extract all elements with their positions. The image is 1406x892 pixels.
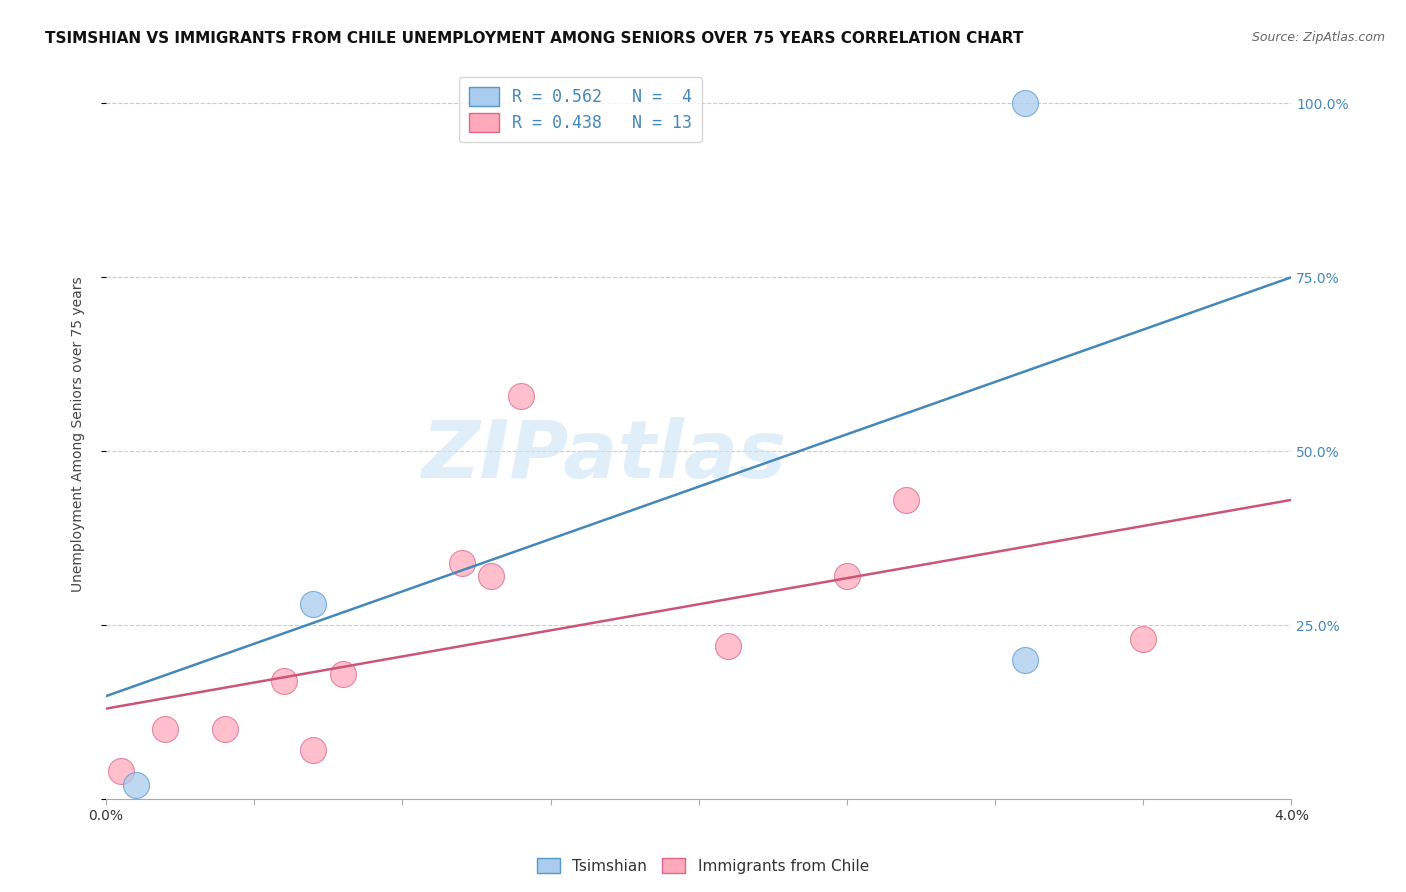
Point <box>509 388 531 402</box>
Point <box>214 723 236 737</box>
Point <box>717 639 740 653</box>
Text: ZIPatlas: ZIPatlas <box>422 417 786 495</box>
Point <box>110 764 132 779</box>
Point <box>125 778 148 792</box>
Point <box>302 743 325 757</box>
Text: TSIMSHIAN VS IMMIGRANTS FROM CHILE UNEMPLOYMENT AMONG SENIORS OVER 75 YEARS CORR: TSIMSHIAN VS IMMIGRANTS FROM CHILE UNEMP… <box>45 31 1024 46</box>
Point <box>1132 632 1154 646</box>
Point <box>450 556 472 570</box>
Point <box>479 569 502 583</box>
Point <box>155 723 177 737</box>
Legend: R = 0.562   N =  4, R = 0.438   N = 13: R = 0.562 N = 4, R = 0.438 N = 13 <box>458 77 702 142</box>
Point <box>1014 96 1036 111</box>
Text: Source: ZipAtlas.com: Source: ZipAtlas.com <box>1251 31 1385 45</box>
Point <box>1014 653 1036 667</box>
Legend: Tsimshian, Immigrants from Chile: Tsimshian, Immigrants from Chile <box>531 852 875 880</box>
Y-axis label: Unemployment Among Seniors over 75 years: Unemployment Among Seniors over 75 years <box>72 276 86 591</box>
Point <box>332 666 354 681</box>
Point <box>835 569 858 583</box>
Point <box>302 597 325 611</box>
Point <box>894 492 917 507</box>
Point <box>273 673 295 688</box>
